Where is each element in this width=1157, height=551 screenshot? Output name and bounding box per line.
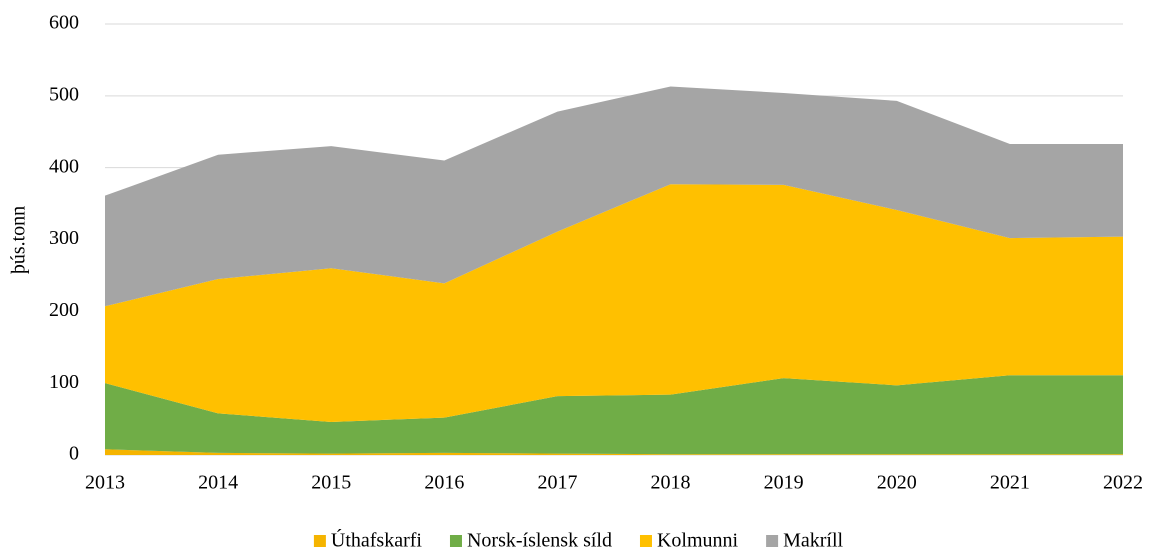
- x-tick-label: 2016: [424, 472, 464, 494]
- y-tick-label: 200: [49, 299, 79, 321]
- legend-swatch: [449, 535, 462, 547]
- legend-label: Makríll: [783, 530, 843, 551]
- x-tick-label: 2020: [877, 472, 917, 494]
- y-tick-label: 0: [69, 443, 79, 465]
- x-tick-label: 2015: [311, 472, 351, 494]
- x-tick-label: 2013: [85, 472, 125, 494]
- x-tick-label: 2022: [1103, 472, 1143, 494]
- area: [105, 375, 1123, 455]
- x-tick-label: 2021: [990, 472, 1030, 494]
- y-tick-label: 500: [49, 83, 79, 105]
- area: [105, 86, 1123, 307]
- y-axis-label: þús.tonn: [8, 206, 30, 274]
- x-tick-label: 2018: [651, 472, 691, 494]
- legend-label: Úthafskarfi: [331, 528, 423, 551]
- y-tick-label: 400: [49, 155, 79, 177]
- x-tick-label: 2019: [764, 472, 804, 494]
- area: [105, 184, 1123, 422]
- legend-swatch: [313, 535, 326, 547]
- legend-label: Norsk-íslensk síld: [467, 530, 612, 551]
- x-tick-label: 2017: [537, 472, 577, 494]
- y-tick-label: 100: [49, 371, 79, 393]
- y-tick-label: 600: [49, 12, 79, 34]
- x-tick-label: 2014: [198, 472, 238, 494]
- y-tick-label: 300: [49, 227, 79, 249]
- legend-swatch: [639, 535, 652, 547]
- legend-label: Kolmunni: [657, 530, 739, 551]
- legend-swatch: [766, 535, 779, 547]
- area: [105, 449, 1123, 455]
